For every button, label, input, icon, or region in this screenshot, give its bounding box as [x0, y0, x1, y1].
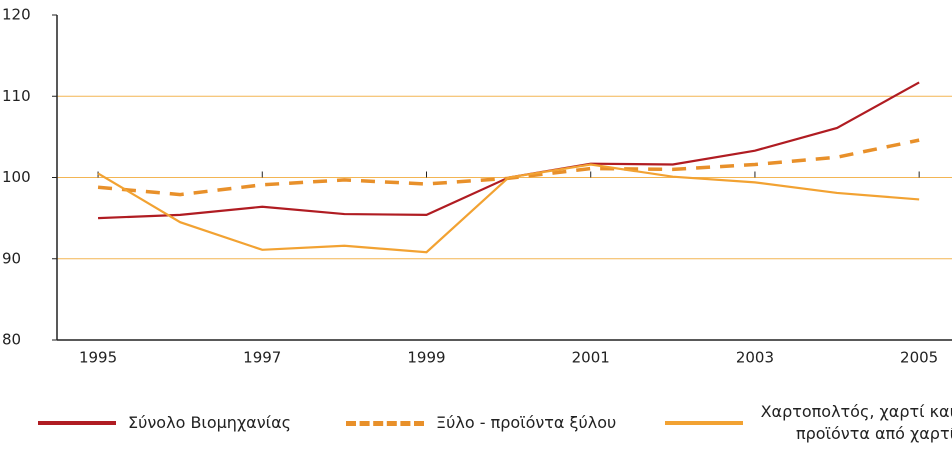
legend-label: Ξύλο - προϊόντα ξύλου — [436, 413, 617, 432]
legend-item: Σύνολο Βιομηχανίας — [38, 396, 291, 450]
legend-label: Σύνολο Βιομηχανίας — [128, 413, 292, 432]
series-line — [97, 163, 920, 254]
x-tick-label: 2005 — [900, 349, 938, 367]
x-tick-label: 1999 — [407, 349, 445, 367]
legend-item: Χαρτοπολτός, χαρτί και προϊόντα από χαρτ… — [665, 396, 952, 450]
legend-swatch — [346, 420, 424, 426]
y-tick-label: 120 — [2, 6, 31, 24]
y-tick-label: 100 — [2, 168, 31, 186]
x-tick-label: 1997 — [243, 349, 281, 367]
x-tick-label: 2003 — [736, 349, 774, 367]
y-tick-label: 80 — [2, 331, 21, 349]
legend-swatch — [665, 421, 743, 425]
legend-label: Χαρτοπολτός, χαρτί και προϊόντα από χαρτ… — [760, 402, 952, 443]
legend-item: Ξύλο - προϊόντα ξύλου — [346, 396, 616, 450]
series-line — [97, 138, 920, 197]
legend-swatch — [38, 421, 116, 425]
x-tick-label: 1995 — [79, 349, 117, 367]
series-line — [98, 81, 920, 220]
legend: Σύνολο Βιομηχανίας Ξύλο - προϊόντα ξύλου Χ… — [0, 396, 952, 450]
chart: 80 90 100 110 120 1995 1997 1999 2001 2003 2005 — [2, 6, 952, 367]
y-tick-label: 90 — [2, 249, 21, 267]
x-tick-label: 2001 — [572, 349, 610, 367]
y-tick-label: 110 — [2, 87, 31, 105]
